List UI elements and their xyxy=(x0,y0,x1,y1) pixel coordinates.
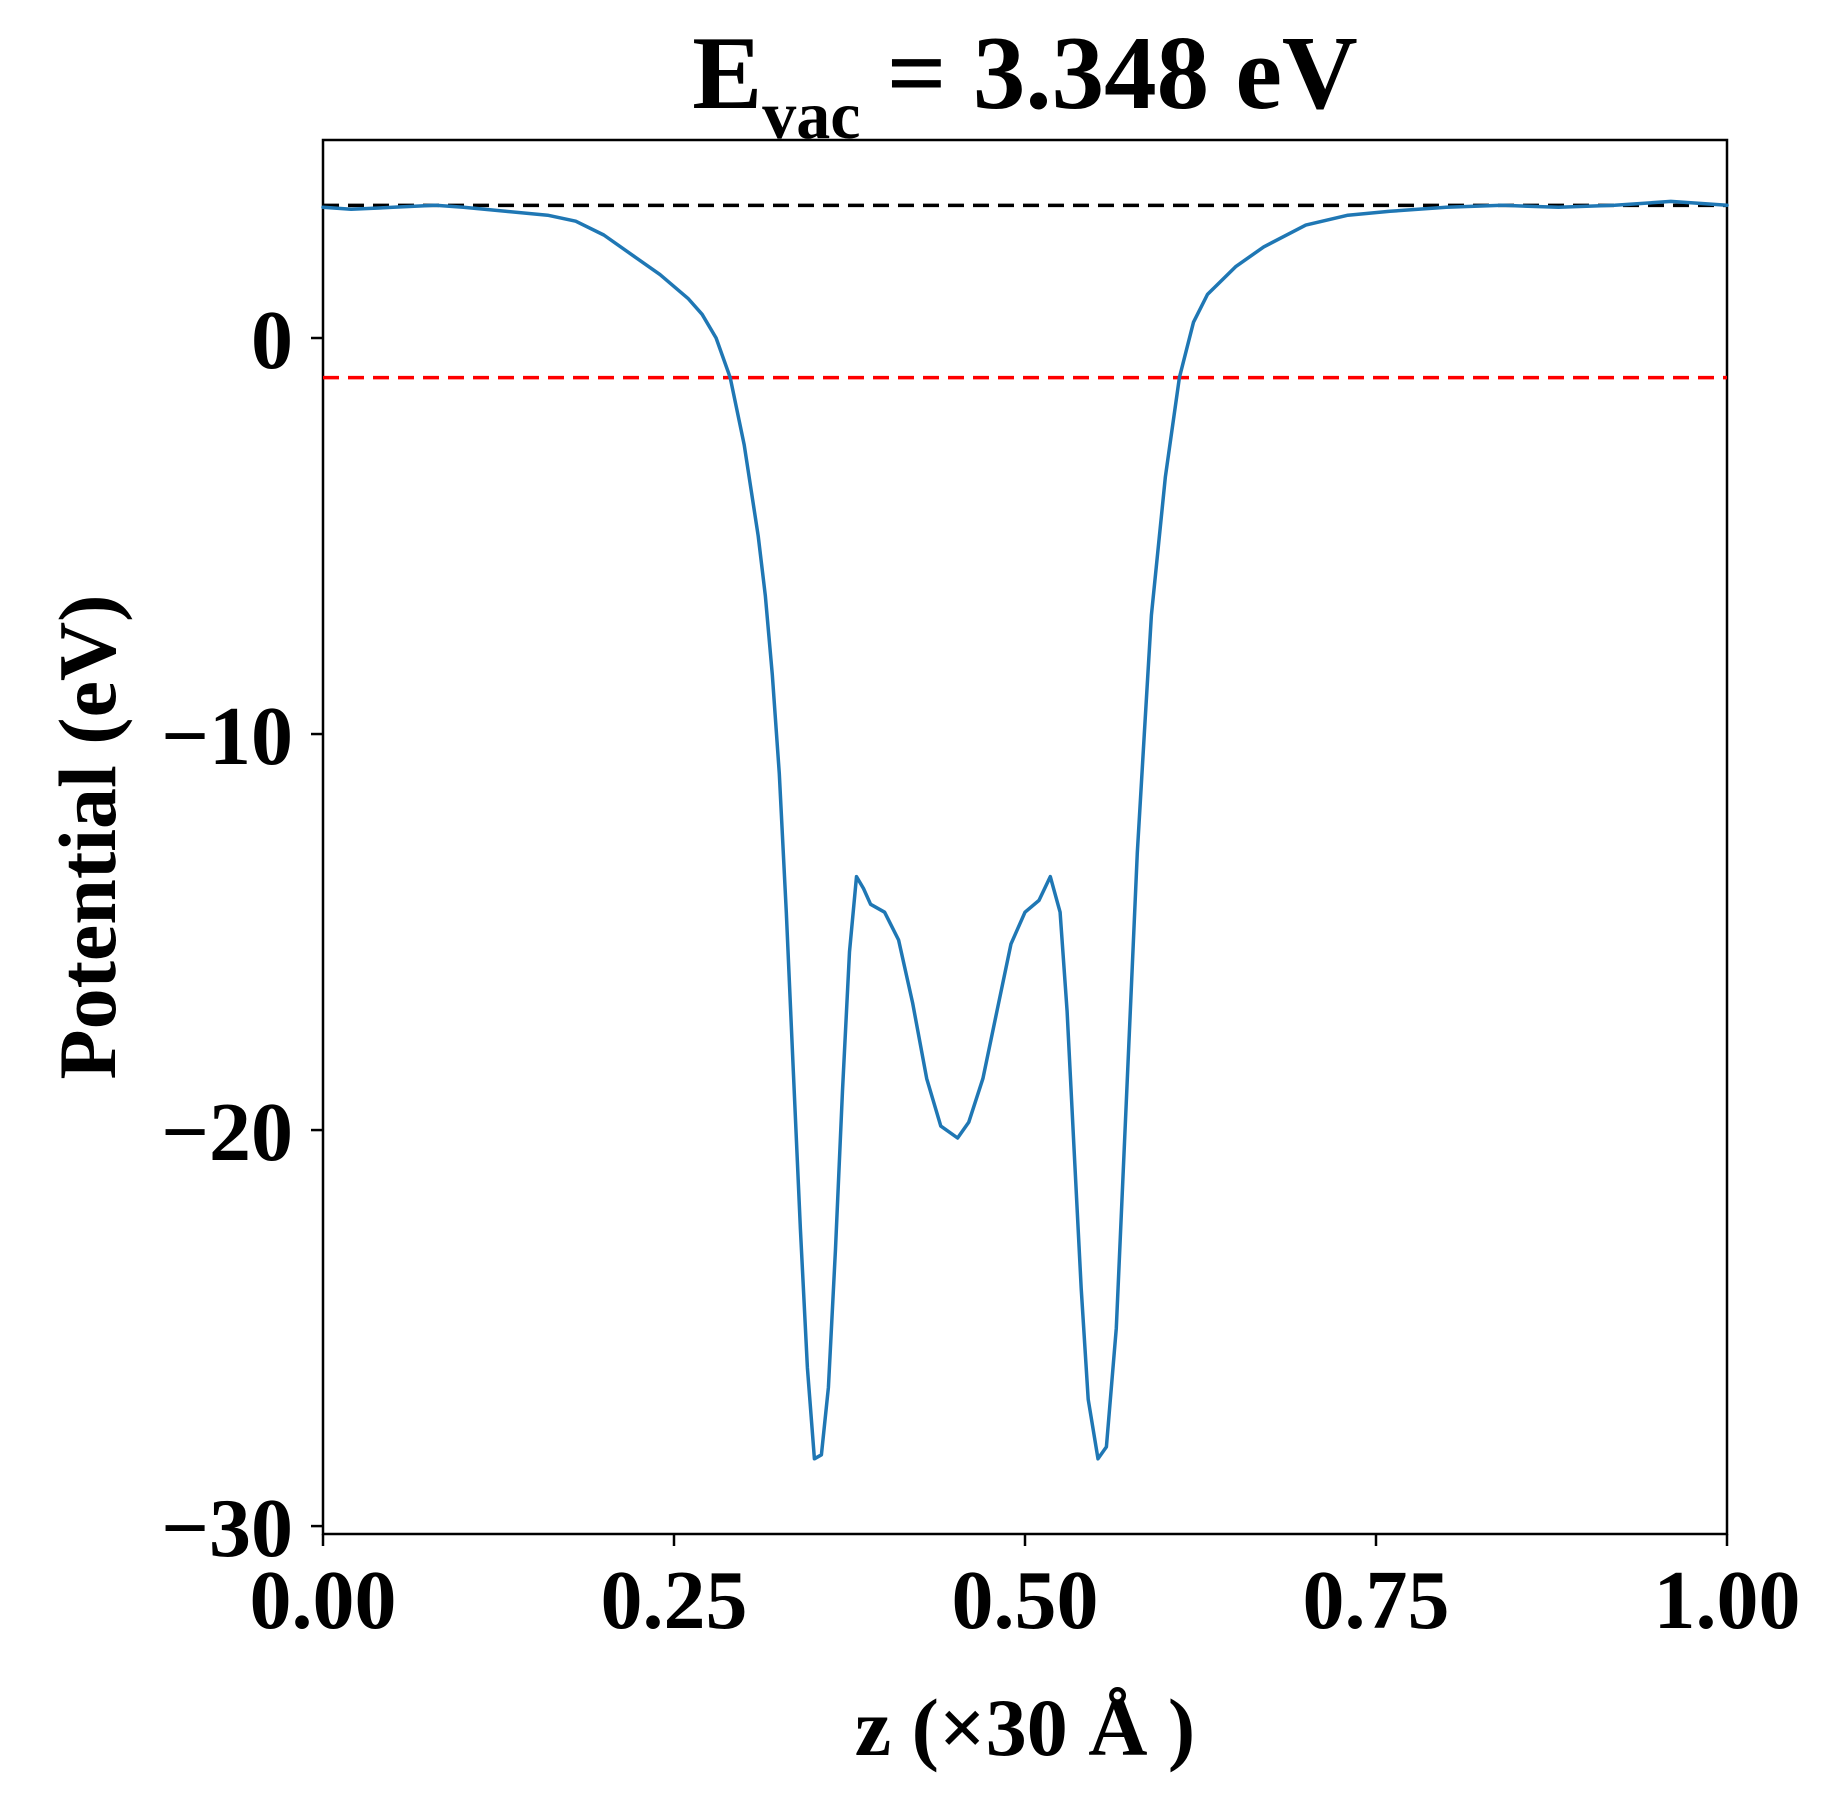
title-subscript: vac xyxy=(762,77,860,153)
y-axis-label: Potential (eV) xyxy=(42,595,133,1080)
title-main: E xyxy=(692,14,762,131)
series-line xyxy=(321,199,1729,1461)
y-tick-label: −30 xyxy=(161,1482,293,1575)
x-tick-label: 0.25 xyxy=(601,1554,748,1647)
x-tick-label: 1.00 xyxy=(1654,1554,1801,1647)
reference-lines xyxy=(323,203,1727,380)
x-tick-label: 0.50 xyxy=(952,1554,1099,1647)
x-axis-label: z (×30 Å ) xyxy=(855,1682,1195,1773)
x-ticks: 0.00 0.25 0.50 0.75 1.00 xyxy=(250,1534,1801,1647)
y-tick-label: −20 xyxy=(161,1086,293,1179)
y-ticks: 0 −10 −20 −30 xyxy=(161,294,323,1575)
title-rest: = 3.348 eV xyxy=(860,14,1357,131)
x-tick-label: 0.75 xyxy=(1303,1554,1450,1647)
y-tick-label: −10 xyxy=(161,690,293,783)
x-tick-label: 0.00 xyxy=(250,1554,397,1647)
y-tick-label: 0 xyxy=(251,294,293,387)
chart-title: Evac = 3.348 eV xyxy=(692,14,1358,153)
plot-frame xyxy=(321,138,1729,1536)
series-group xyxy=(321,199,1729,1461)
